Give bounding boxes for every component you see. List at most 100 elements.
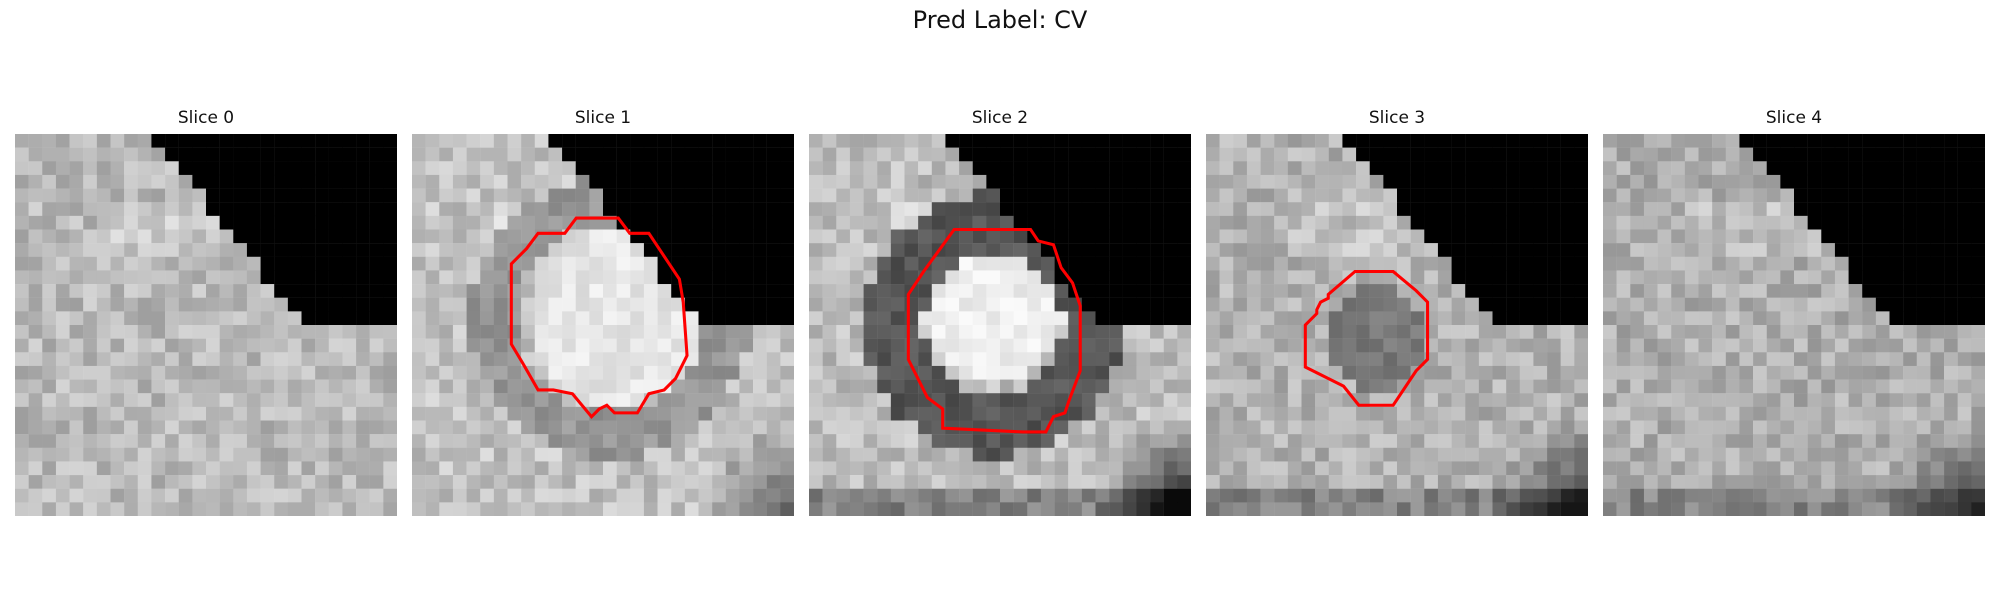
pixel xyxy=(1603,229,1617,244)
pixel xyxy=(1068,502,1083,516)
pixel xyxy=(548,502,563,516)
pixel xyxy=(1465,161,1480,176)
pixel xyxy=(1000,215,1014,230)
pixel xyxy=(1971,161,1985,176)
pixel xyxy=(507,270,522,285)
pixel xyxy=(1040,229,1055,244)
pixel xyxy=(1287,461,1302,476)
pixel xyxy=(562,243,576,257)
pixel xyxy=(849,406,864,421)
pixel xyxy=(534,338,549,353)
pixel xyxy=(452,434,467,448)
pixel xyxy=(1478,434,1493,448)
pixel xyxy=(1492,502,1507,516)
pixel xyxy=(1643,215,1658,230)
pixel xyxy=(1356,202,1370,217)
pixel xyxy=(712,297,726,312)
pixel xyxy=(822,284,837,298)
pixel xyxy=(1725,311,1740,326)
pixel xyxy=(1643,475,1658,489)
pixel xyxy=(1533,447,1548,462)
pixel xyxy=(124,311,138,326)
pixel xyxy=(603,393,617,408)
pixel xyxy=(534,284,549,298)
pixel xyxy=(589,352,604,367)
pixel xyxy=(69,188,84,203)
pixel xyxy=(1957,488,1972,503)
pixel xyxy=(1821,338,1836,353)
pixel xyxy=(412,338,426,353)
pixel xyxy=(534,406,549,421)
pixel xyxy=(1657,256,1672,271)
pixel xyxy=(1424,447,1439,462)
pixel xyxy=(1560,325,1575,339)
pixel xyxy=(877,488,892,503)
pixel xyxy=(1834,393,1849,408)
pixel xyxy=(877,134,892,148)
pixel xyxy=(1834,379,1849,394)
pixel xyxy=(1054,174,1069,189)
pixel xyxy=(55,297,70,312)
pixel xyxy=(192,475,207,489)
pixel xyxy=(28,134,43,148)
pixel xyxy=(287,161,302,176)
pixel xyxy=(1506,434,1520,448)
pixel xyxy=(1369,188,1384,203)
pixel xyxy=(507,420,522,435)
pixel xyxy=(356,502,370,516)
pixel xyxy=(1712,297,1726,312)
pixel xyxy=(219,243,234,257)
pixel xyxy=(521,352,535,367)
pixel xyxy=(1807,147,1822,162)
pixel xyxy=(1301,393,1316,408)
pixel xyxy=(466,461,481,476)
pixel xyxy=(780,338,794,353)
pixel xyxy=(1000,352,1014,367)
pixel xyxy=(616,174,631,189)
pixel xyxy=(657,284,672,298)
pixel xyxy=(534,420,549,435)
pixel xyxy=(137,147,152,162)
pixel xyxy=(1233,229,1248,244)
pixel xyxy=(315,461,329,476)
pixel xyxy=(1246,215,1261,230)
pixel xyxy=(1027,434,1042,448)
pixel xyxy=(1095,161,1110,176)
pixel xyxy=(369,420,384,435)
pixel xyxy=(151,379,166,394)
pixel xyxy=(725,447,740,462)
pixel xyxy=(439,202,454,217)
pixel xyxy=(1068,311,1083,326)
pixel xyxy=(1603,406,1617,421)
pixel xyxy=(1712,284,1726,298)
pixel xyxy=(1657,352,1672,367)
pixel xyxy=(1136,147,1151,162)
pixel xyxy=(1397,256,1411,271)
pixel xyxy=(1560,488,1575,503)
pixel xyxy=(1342,202,1357,217)
pixel xyxy=(369,311,384,326)
pixel xyxy=(1862,297,1877,312)
pixel xyxy=(1957,406,1972,421)
pixel xyxy=(849,379,864,394)
pixel xyxy=(972,475,987,489)
pixel xyxy=(1260,406,1275,421)
pixel xyxy=(1095,447,1110,462)
pixel xyxy=(1794,393,1808,408)
pixel xyxy=(643,475,658,489)
pixel xyxy=(863,406,878,421)
pixel xyxy=(301,243,316,257)
pixel xyxy=(1903,338,1917,353)
pixel xyxy=(1356,502,1370,516)
pixel xyxy=(110,406,125,421)
pixel xyxy=(918,447,932,462)
pixel xyxy=(1054,325,1069,339)
pixel xyxy=(342,434,357,448)
pixel xyxy=(1616,215,1631,230)
pixel xyxy=(1233,174,1248,189)
pixel xyxy=(1478,215,1493,230)
pixel xyxy=(931,147,946,162)
pixel xyxy=(412,311,426,326)
pixel xyxy=(356,406,370,421)
pixel xyxy=(1712,270,1726,285)
